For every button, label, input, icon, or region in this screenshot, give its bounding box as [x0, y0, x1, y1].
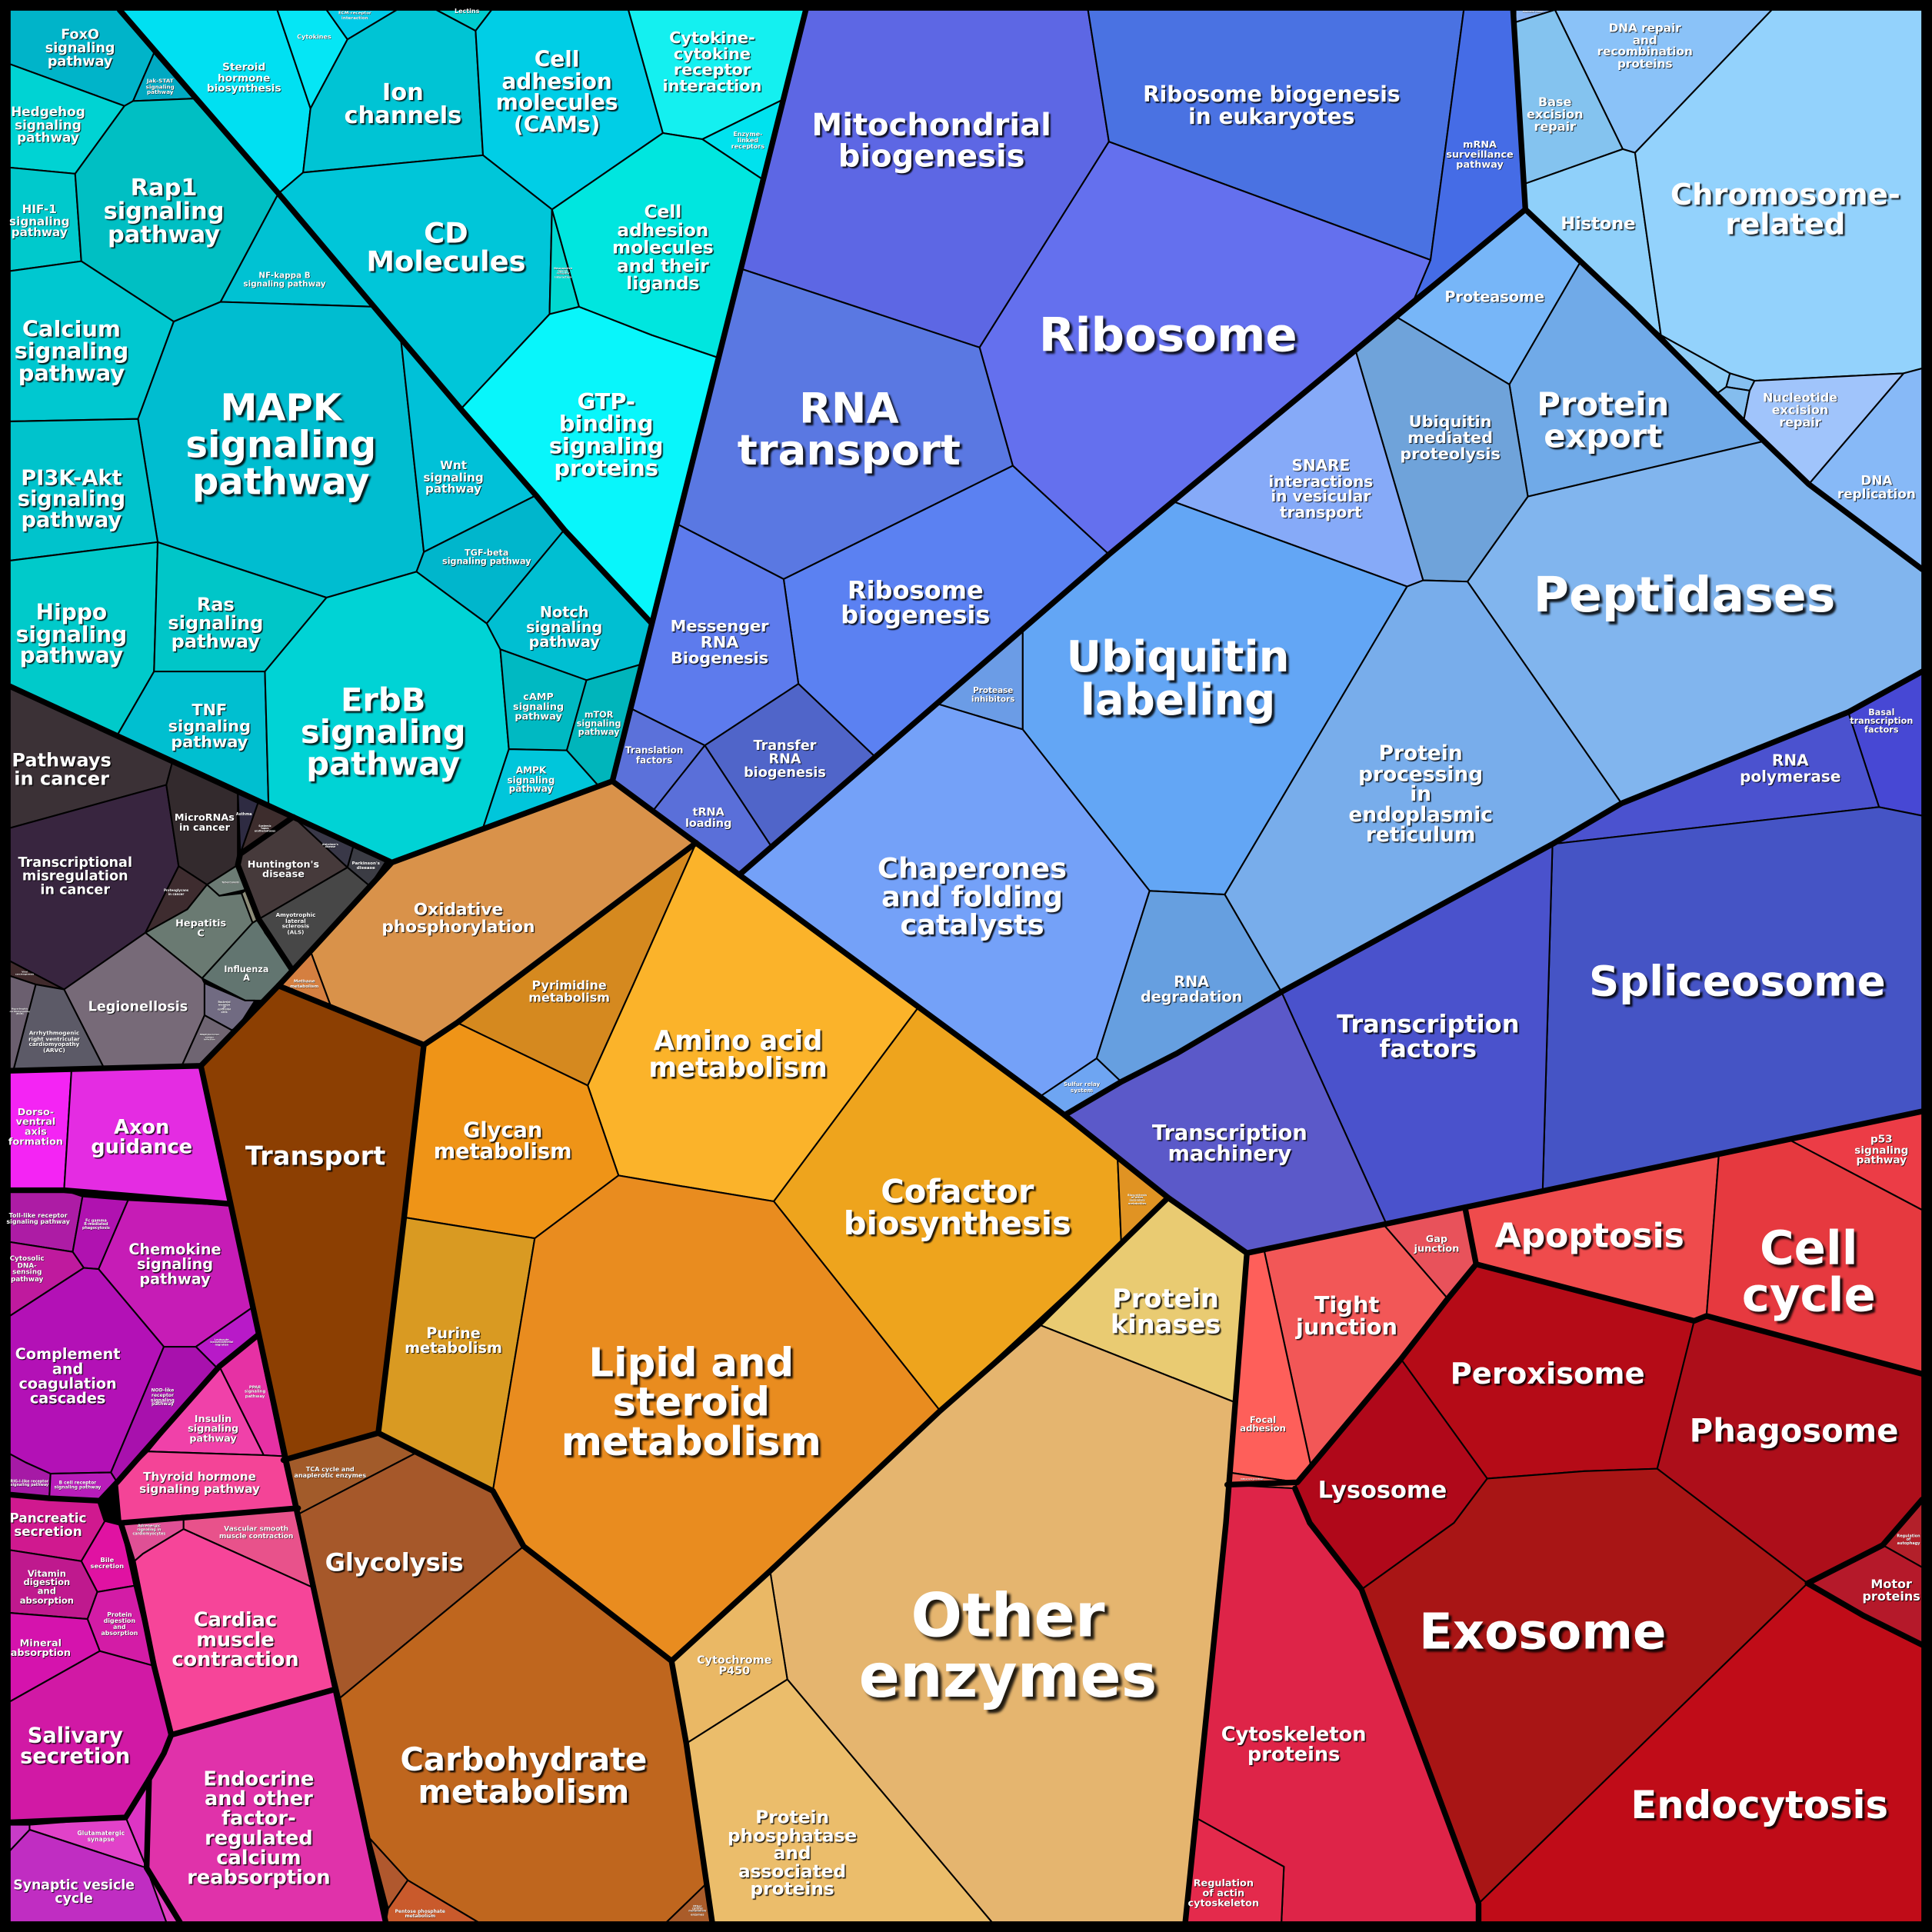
- cell-hif-1-signaling-pathway: [8, 166, 82, 272]
- cluster-boundary: [143, 1776, 183, 1925]
- cluster-protein-processing: [738, 208, 1924, 1116]
- cluster-boundary: [609, 7, 809, 784]
- cluster-transcription: [1064, 671, 1924, 1254]
- cluster-boundary: [1244, 1108, 1925, 1256]
- cluster-boundary: [97, 1497, 301, 1526]
- cluster-boundary: [1804, 1496, 1925, 1648]
- cluster-translation: [611, 8, 1527, 876]
- cluster-organismal-systems: [8, 1064, 387, 1924]
- cluster-boundary: [275, 840, 699, 1048]
- cluster-boundary: [1510, 7, 1925, 572]
- c​luster-human-diseases: [8, 685, 388, 1071]
- cluster-boundary: [375, 1430, 715, 1925]
- cell-dorso-ventral-axis-formation: [8, 1070, 72, 1191]
- cluster-boundary: [116, 7, 655, 627]
- cell-toll-like-receptor-signaling: [8, 1189, 84, 1253]
- cluster-other-enzymes: [671, 1324, 1236, 1924]
- cluster-boundary: [235, 814, 296, 973]
- cluster-boundary: [1292, 1485, 1482, 1925]
- cluster-boundary: [736, 206, 1529, 878]
- cluster-cellular-processes: [1184, 1110, 1924, 1924]
- cluster-boundary: [280, 1041, 427, 1464]
- cluster-boundary: [1061, 668, 1925, 1118]
- cell-pi3k-akt-signaling-pathway: [8, 418, 159, 561]
- cluster-boundary: [609, 778, 1250, 1256]
- cluster-dna-chromosome: [1514, 8, 1924, 571]
- cluster-boundary: [7, 1331, 262, 1504]
- cluster-metabolism: [200, 780, 1248, 1924]
- cluster-boundary: [668, 1194, 1171, 1664]
- cluster-boundary: [7, 1063, 389, 1925]
- cluster-boundary: [1473, 1261, 1925, 1377]
- cluster-boundary: [118, 1520, 338, 1738]
- cluster-boundary: [7, 1187, 232, 1207]
- cluster-boundary: [1182, 1250, 1250, 1925]
- cluster-signaling: [8, 8, 807, 864]
